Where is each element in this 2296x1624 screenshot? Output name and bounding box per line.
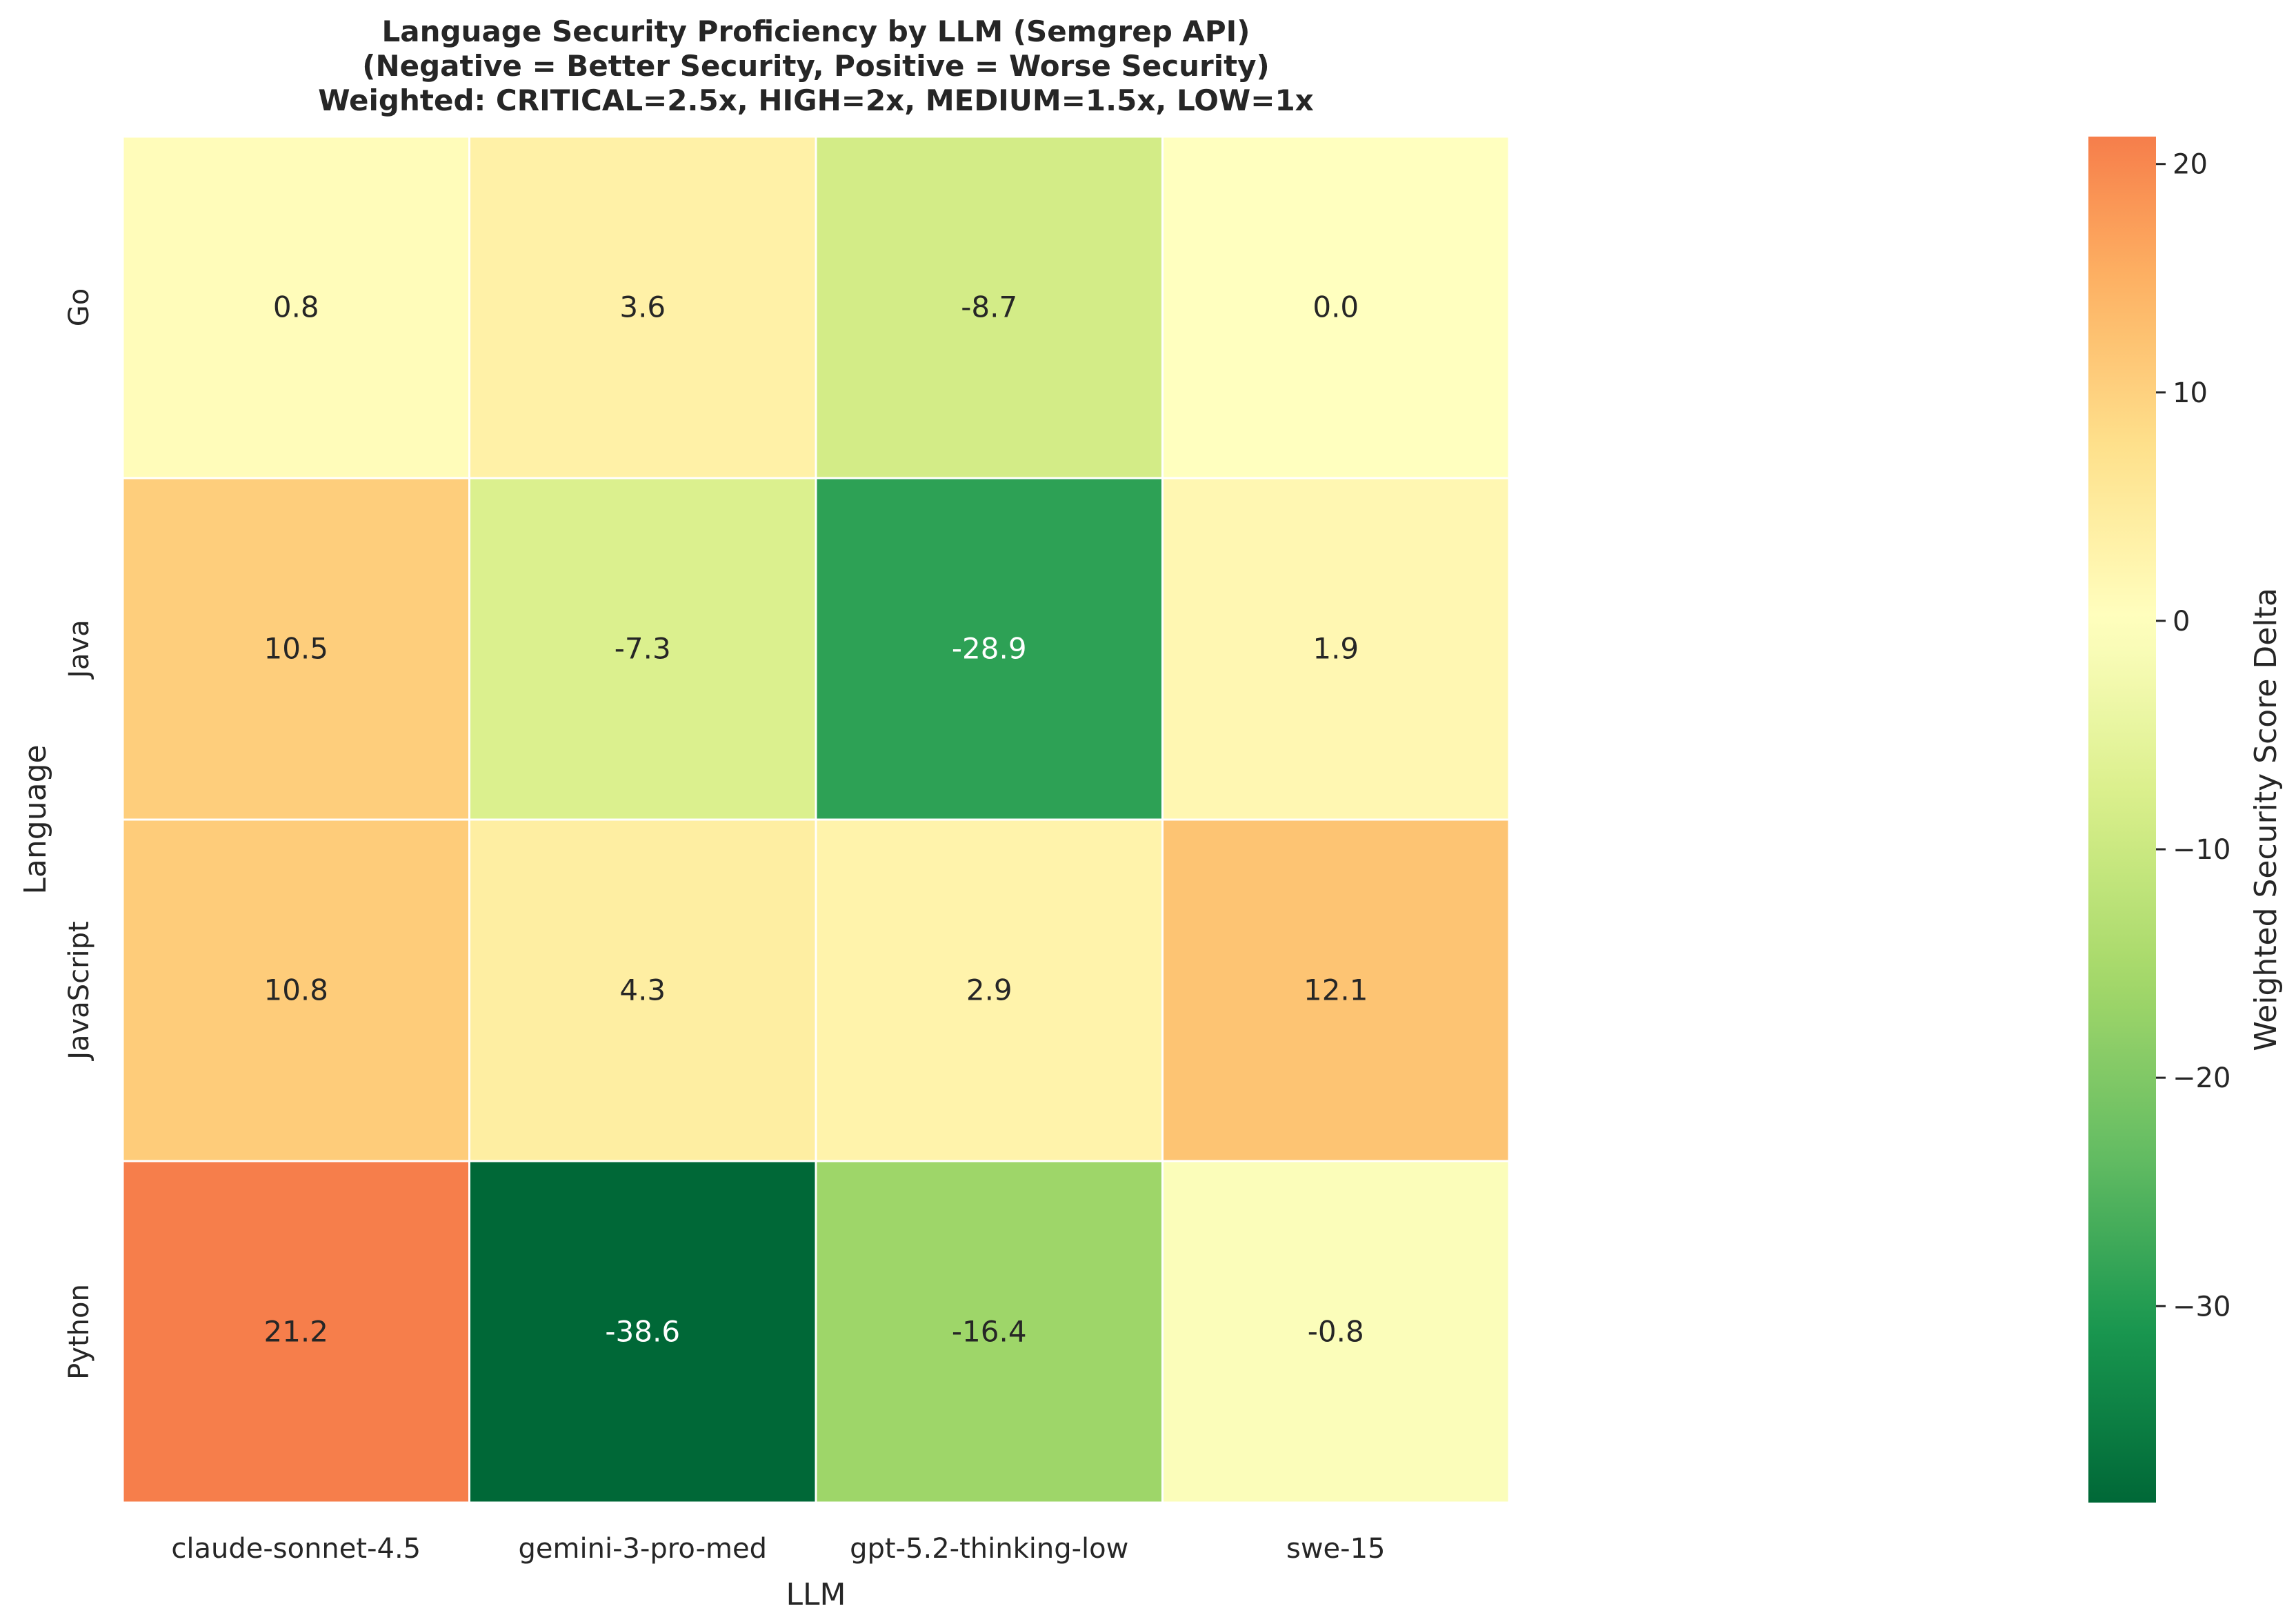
- colorbar-tick-label: 0: [2173, 606, 2190, 637]
- colorbar-gradient: [2088, 137, 2156, 1503]
- heatmap-cell: [121, 135, 470, 479]
- heatmap-cell: [815, 135, 1164, 479]
- cell-value-label: 4.3: [619, 973, 666, 1007]
- heatmap-cell: [121, 477, 470, 821]
- cell-value-label: 0.8: [273, 290, 319, 324]
- colorbar-tick-label: 10: [2173, 377, 2208, 409]
- cell-value-label: 1.9: [1312, 632, 1359, 666]
- cell-value-label: 12.1: [1304, 973, 1368, 1007]
- x-tick-label: swe-15: [1286, 1533, 1386, 1565]
- heatmap-cell: [1161, 135, 1510, 479]
- colorbar-tick-label: −10: [2173, 834, 2230, 866]
- colorbar-tick-label: −30: [2173, 1291, 2230, 1323]
- heatmap-cell: [1161, 818, 1510, 1162]
- x-axis-label: LLM: [786, 1577, 846, 1612]
- heatmap-cell: [468, 1160, 817, 1504]
- colorbar-tick-label: −20: [2173, 1062, 2230, 1094]
- cell-value-label: 10.8: [263, 973, 328, 1007]
- title-line: (Negative = Better Security, Positive = …: [362, 49, 1270, 83]
- title-line: Weighted: CRITICAL=2.5x, HIGH=2x, MEDIUM…: [318, 83, 1314, 117]
- chart-title: Language Security Proficiency by LLM (Se…: [318, 14, 1314, 117]
- heatmap-cell: [815, 477, 1164, 821]
- heatmap-cells: 0.8 3.6 -8.7 0.0 10.5 -7.3 -28.9 1.9 10.8 4.3 2.9 1…: [121, 135, 1510, 1504]
- cell-value-label: -7.3: [615, 632, 671, 666]
- cell-value-label: 2.9: [966, 973, 1012, 1007]
- y-tick-label: Python: [63, 1284, 95, 1380]
- y-axis-label: Language: [18, 744, 53, 894]
- cell-value-label: 10.5: [263, 632, 328, 666]
- y-tick-label: Java: [63, 620, 95, 680]
- x-tick-label: gemini-3-pro-med: [519, 1533, 767, 1565]
- cell-value-label: -8.7: [961, 290, 1017, 324]
- x-tick-label: gpt-5.2-thinking-low: [850, 1533, 1128, 1565]
- y-tick-label: JavaScript: [63, 921, 95, 1062]
- cell-value-label: -0.8: [1308, 1315, 1364, 1349]
- cell-value-label: -28.9: [952, 632, 1027, 666]
- y-tick-label: Go: [63, 288, 95, 326]
- heatmap-cell: [815, 1160, 1164, 1504]
- colorbar-tick-label: 20: [2173, 149, 2208, 181]
- x-tick-label: claude-sonnet-4.5: [171, 1533, 421, 1565]
- heatmap-cell: [468, 135, 817, 479]
- heatmap-cell: [468, 477, 817, 821]
- heatmap-cell: [1161, 477, 1510, 821]
- cell-value-label: -38.6: [605, 1315, 680, 1349]
- x-tick-labels: claude-sonnet-4.5 gemini-3-pro-med gpt-5.2…: [171, 1533, 1385, 1565]
- cell-value-label: 21.2: [263, 1315, 328, 1349]
- colorbar: 20 10 0 −10 −20 −30: [2088, 137, 2230, 1503]
- cell-value-label: -16.4: [952, 1315, 1027, 1349]
- heatmap-cell: [468, 818, 817, 1162]
- colorbar-label: Weighted Security Score Delta: [2248, 588, 2284, 1051]
- y-tick-labels: Go Java JavaScript Python: [63, 288, 95, 1380]
- cell-value-label: 0.0: [1312, 290, 1359, 324]
- cell-value-label: 3.6: [619, 290, 666, 324]
- heatmap-cell: [1161, 1160, 1510, 1504]
- title-line: Language Security Proficiency by LLM (Se…: [381, 14, 1250, 48]
- heatmap-cell: [121, 1160, 470, 1504]
